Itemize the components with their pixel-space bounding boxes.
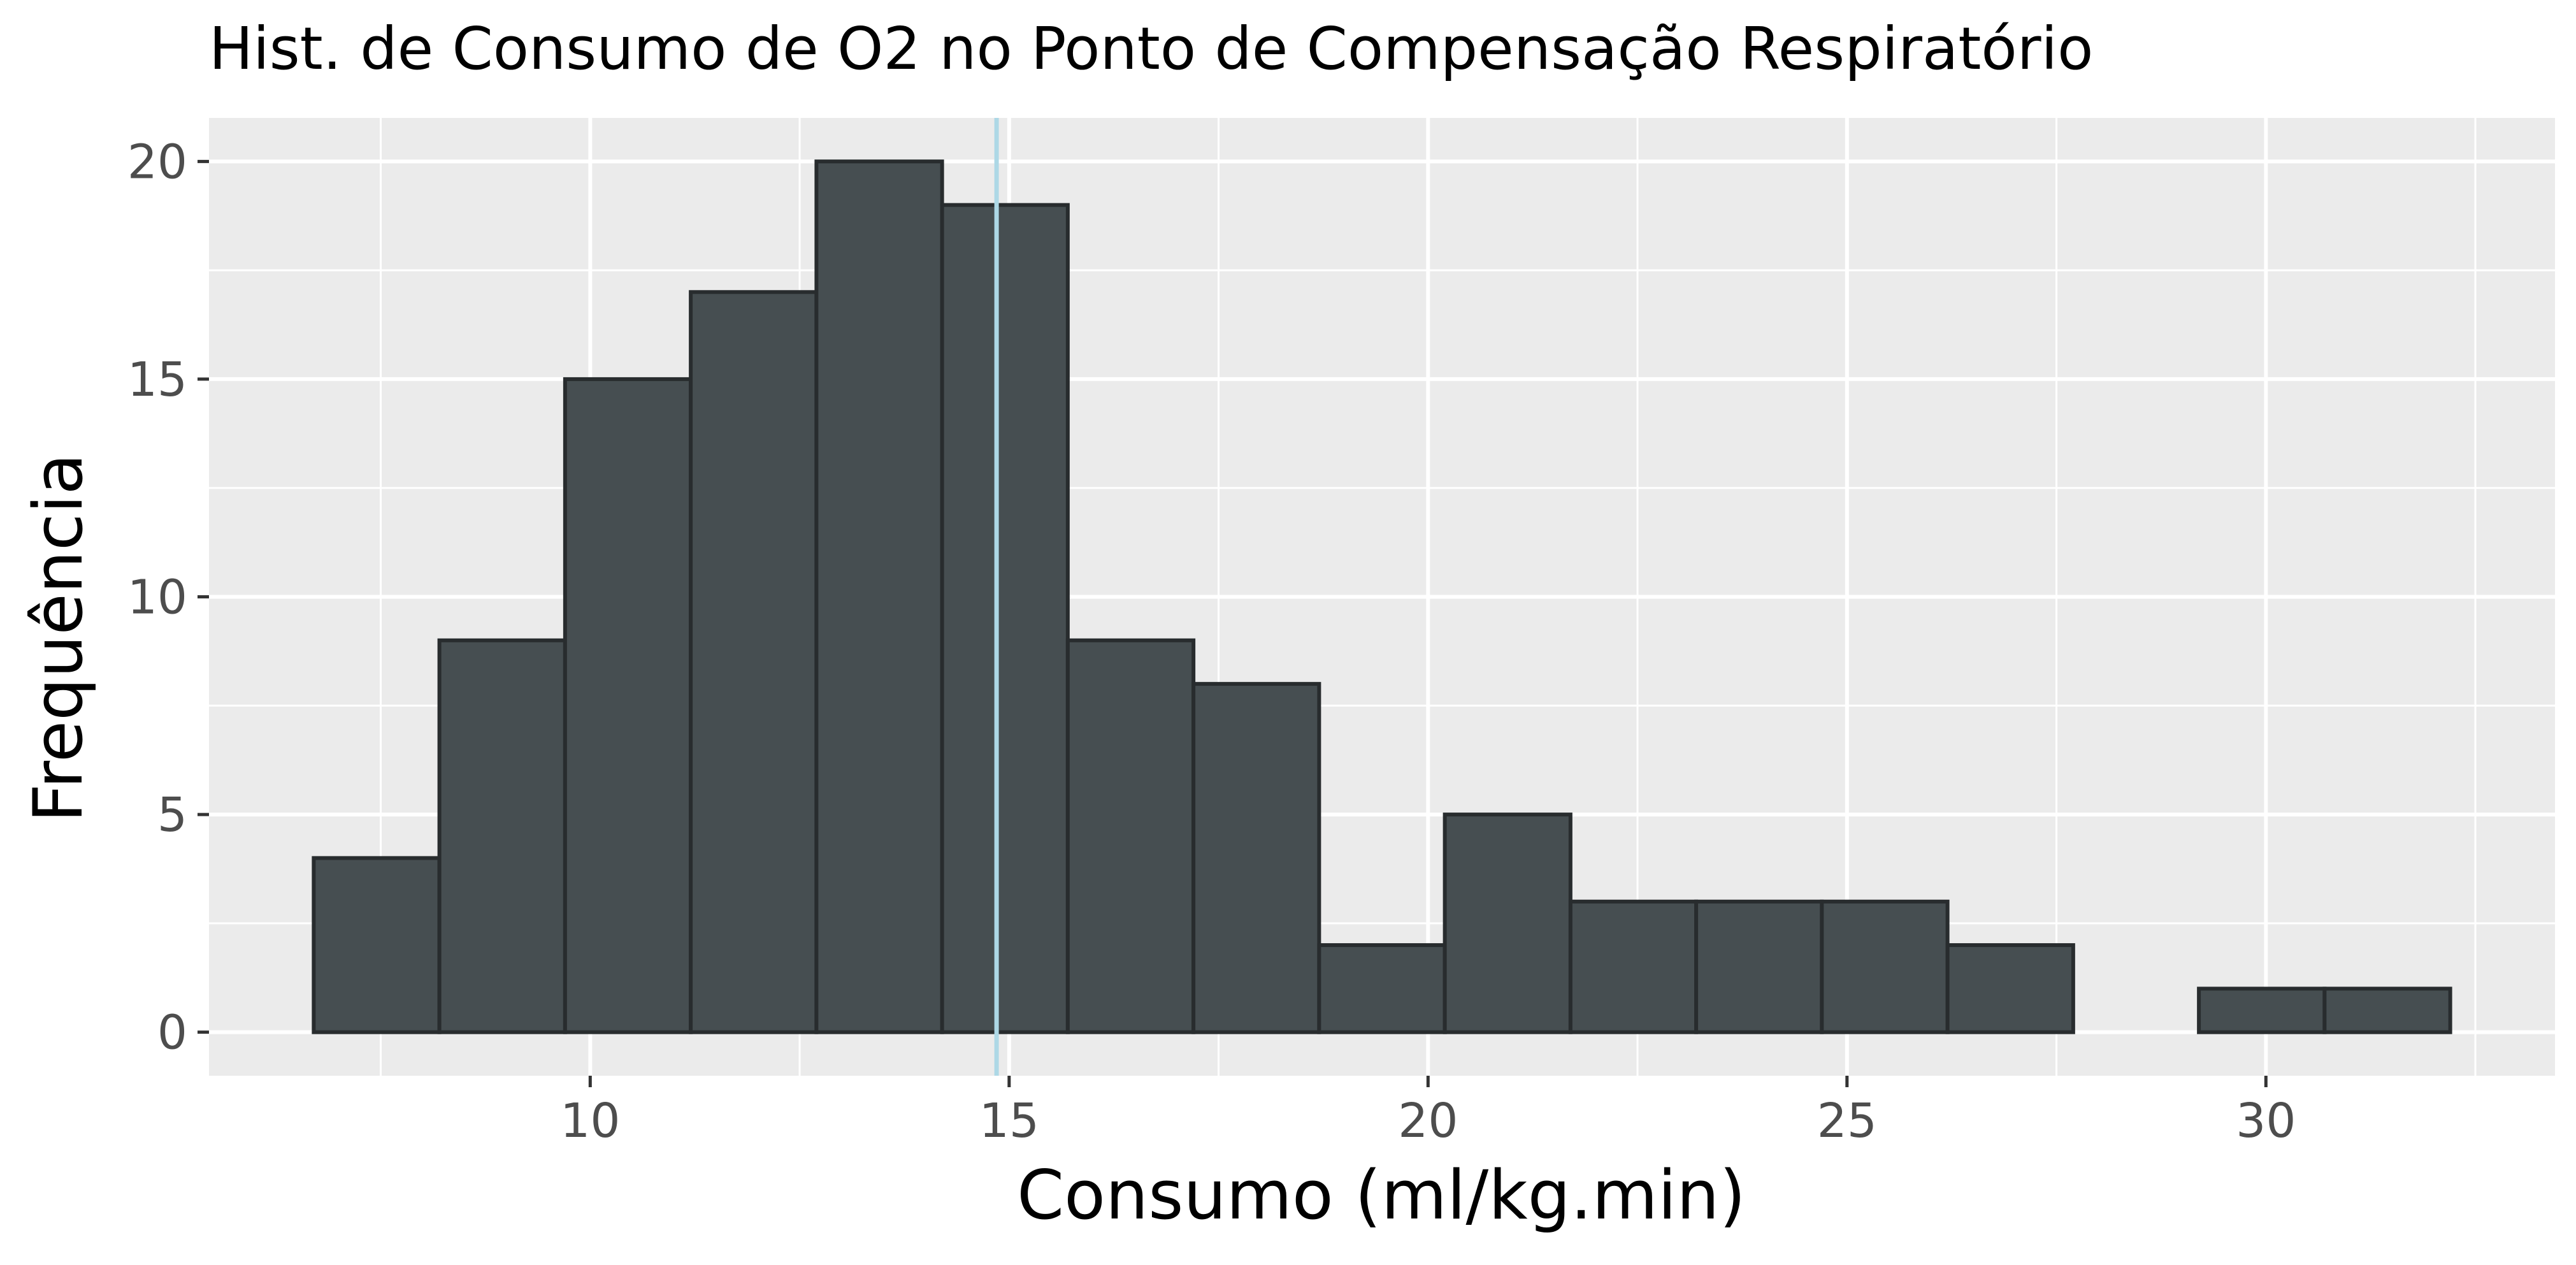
x-tick-label: 10 bbox=[560, 1094, 620, 1148]
y-tick-label: 0 bbox=[157, 1006, 187, 1060]
x-tick-label: 30 bbox=[2236, 1094, 2296, 1148]
histogram-bar bbox=[1191, 682, 1321, 1034]
x-axis: 10 15 20 25 30 bbox=[560, 1076, 2296, 1148]
histogram-bar bbox=[437, 638, 567, 1034]
y-axis: 0 5 10 15 20 bbox=[127, 134, 209, 1060]
x-tick-label: 20 bbox=[1398, 1094, 1458, 1148]
histogram-bar bbox=[2197, 987, 2327, 1034]
histogram-bar bbox=[1694, 899, 1824, 1034]
bars bbox=[312, 159, 2452, 1034]
histogram-bar bbox=[1317, 943, 1447, 1034]
y-tick-label: 10 bbox=[127, 570, 187, 625]
histogram-bar bbox=[940, 203, 1070, 1034]
histogram-bar bbox=[1065, 638, 1196, 1034]
histogram-bar bbox=[1820, 899, 1950, 1034]
chart-title: Hist. de Consumo de O2 no Ponto de Compe… bbox=[209, 15, 2093, 83]
y-axis-title: Frequência bbox=[19, 453, 97, 822]
x-axis-title: Consumo (ml/kg.min) bbox=[1017, 1156, 1746, 1234]
x-tick-label: 15 bbox=[979, 1094, 1039, 1148]
histogram-bar bbox=[814, 159, 944, 1034]
histogram-bar bbox=[563, 377, 693, 1034]
histogram-bar bbox=[689, 290, 819, 1034]
y-tick-label: 15 bbox=[127, 352, 187, 407]
histogram-bar bbox=[1945, 943, 2075, 1034]
histogram-bar bbox=[1568, 899, 1699, 1034]
x-tick-label: 25 bbox=[1817, 1094, 1877, 1148]
histogram-bar bbox=[2322, 987, 2452, 1034]
y-tick-label: 20 bbox=[127, 134, 187, 189]
histogram-bar bbox=[1443, 813, 1572, 1034]
histogram-bar bbox=[312, 856, 442, 1034]
y-tick-label: 5 bbox=[157, 788, 187, 842]
